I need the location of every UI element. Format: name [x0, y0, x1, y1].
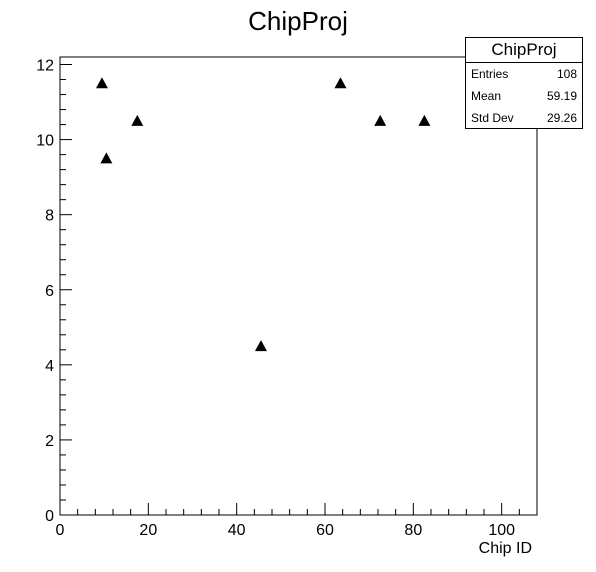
stats-row-mean: Mean 59.19	[466, 85, 582, 107]
chart-title: ChipProj	[248, 6, 348, 36]
x-tick-label: 0	[56, 522, 65, 539]
data-point	[334, 77, 347, 89]
x-tick-label: 20	[139, 522, 157, 539]
stats-entries-label: Entries	[471, 67, 509, 81]
stats-row-stddev: Std Dev 29.26	[466, 107, 582, 129]
x-tick-label: 80	[404, 522, 422, 539]
stats-row-entries: Entries 108	[466, 63, 582, 85]
axes: 0 20 40 60 80 100 0 2 4 6 8 10 12	[36, 58, 538, 539]
y-tick-label: 0	[45, 508, 54, 525]
x-tick-label: 60	[316, 522, 334, 539]
data-points	[95, 77, 431, 352]
stats-stddev-label: Std Dev	[471, 111, 514, 125]
y-tick-label: 10	[36, 133, 54, 150]
stats-stddev-value: 29.26	[546, 111, 577, 125]
y-tick-label: 2	[45, 433, 54, 450]
data-point	[254, 340, 267, 352]
stats-mean-value: 59.19	[546, 89, 577, 103]
y-tick-label: 4	[45, 358, 54, 375]
data-point	[374, 114, 387, 126]
data-point	[100, 152, 113, 164]
data-point	[95, 77, 108, 89]
stats-box: ChipProj Entries 108 Mean 59.19 Std Dev …	[465, 37, 583, 129]
x-tick-label: 40	[228, 522, 246, 539]
x-axis-label: Chip ID	[479, 540, 532, 557]
data-point	[131, 114, 144, 126]
y-tick-label: 6	[45, 283, 54, 300]
stats-entries-value: 108	[556, 67, 577, 81]
stats-box-title: ChipProj	[466, 38, 582, 63]
y-tick-label: 8	[45, 208, 54, 225]
y-tick-label: 12	[36, 58, 54, 75]
plot-frame	[59, 56, 538, 516]
x-tick-label: 100	[488, 522, 515, 539]
data-point	[418, 114, 431, 126]
stats-mean-label: Mean	[471, 89, 502, 103]
